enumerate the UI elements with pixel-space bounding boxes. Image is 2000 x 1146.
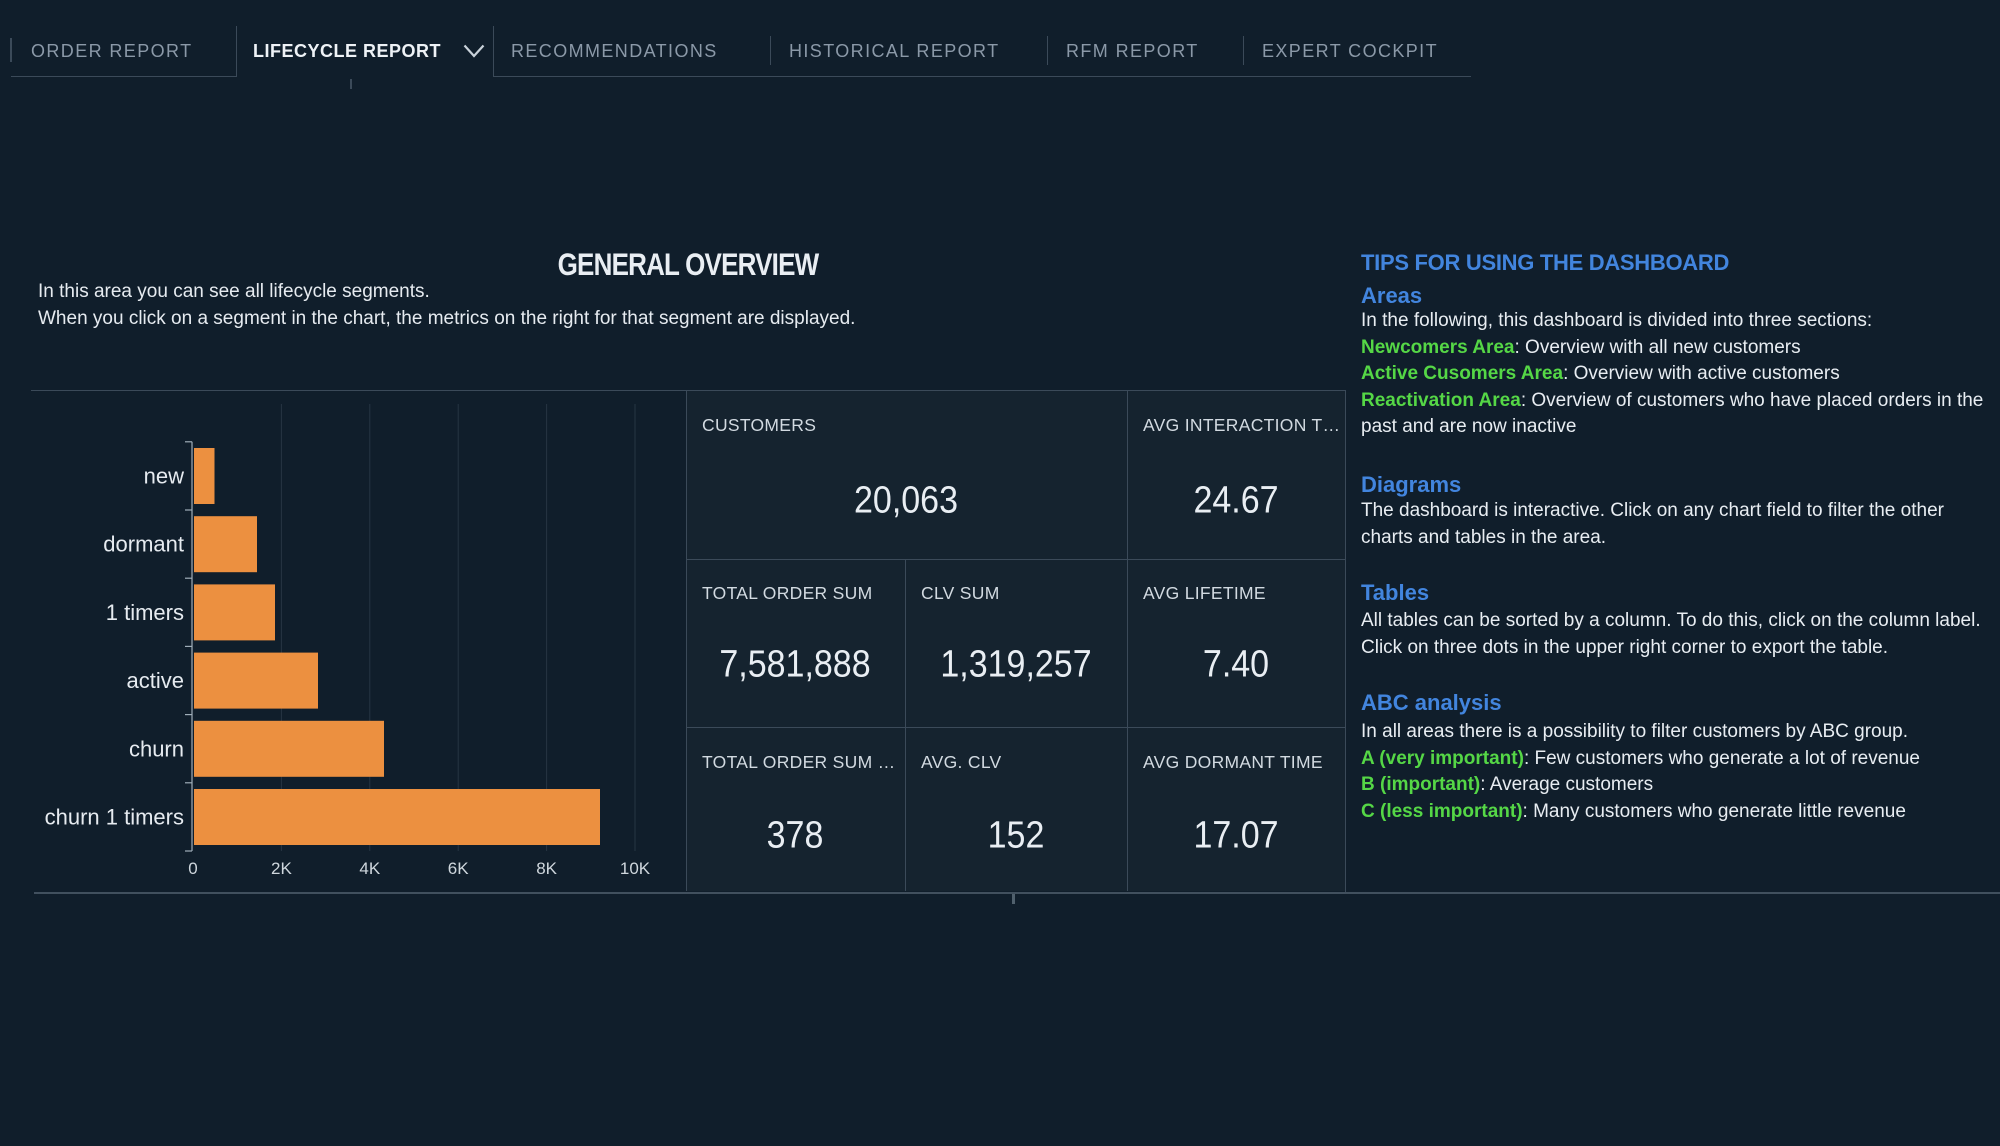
svg-text:10K: 10K (620, 859, 651, 878)
svg-text:4K: 4K (359, 859, 380, 878)
svg-text:new: new (144, 464, 184, 489)
svg-text:2K: 2K (271, 859, 292, 878)
svg-text:0: 0 (188, 859, 197, 878)
svg-text:8K: 8K (536, 859, 557, 878)
svg-text:dormant: dormant (103, 532, 184, 557)
svg-text:6K: 6K (448, 859, 469, 878)
svg-text:1 timers: 1 timers (106, 600, 184, 625)
svg-text:active: active (127, 668, 184, 693)
svg-text:churn 1 timers: churn 1 timers (45, 805, 184, 830)
svg-text:churn: churn (129, 736, 184, 761)
